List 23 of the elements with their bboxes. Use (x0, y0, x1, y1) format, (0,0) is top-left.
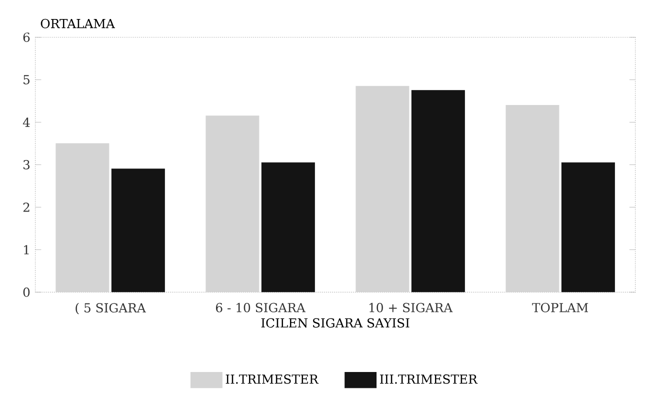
bar (411, 90, 465, 292)
bar (356, 86, 410, 292)
y-axis-title: ORTALAMA (40, 18, 115, 28)
y-tick-label: 6 (23, 32, 30, 42)
y-tick-label: 2 (23, 202, 30, 212)
x-axis-title: ICILEN SIGARA SAYISI (261, 318, 410, 328)
bar (506, 105, 560, 292)
x-tick-label: TOPLAM (532, 303, 588, 312)
y-tick-label: 0 (23, 288, 30, 297)
y-tick-label: 1 (24, 245, 29, 254)
x-tick-label: 10 + SIGARA (370, 303, 453, 312)
y-tick-label: 4 (22, 118, 30, 127)
legend-label: III.TRIMESTER (380, 374, 478, 384)
bar (56, 143, 110, 292)
legend-label: II.TRIMESTER (226, 374, 319, 384)
x-tick-label: ( 5 SIGARA (76, 303, 146, 314)
bar (261, 162, 315, 292)
y-tick-label: 5 (24, 75, 30, 84)
x-tick-label: 6 - 10 SIGARA (216, 303, 306, 312)
bar (111, 168, 165, 292)
bar (206, 116, 260, 292)
y-tick-label: 3 (23, 160, 30, 170)
bar (561, 162, 615, 292)
